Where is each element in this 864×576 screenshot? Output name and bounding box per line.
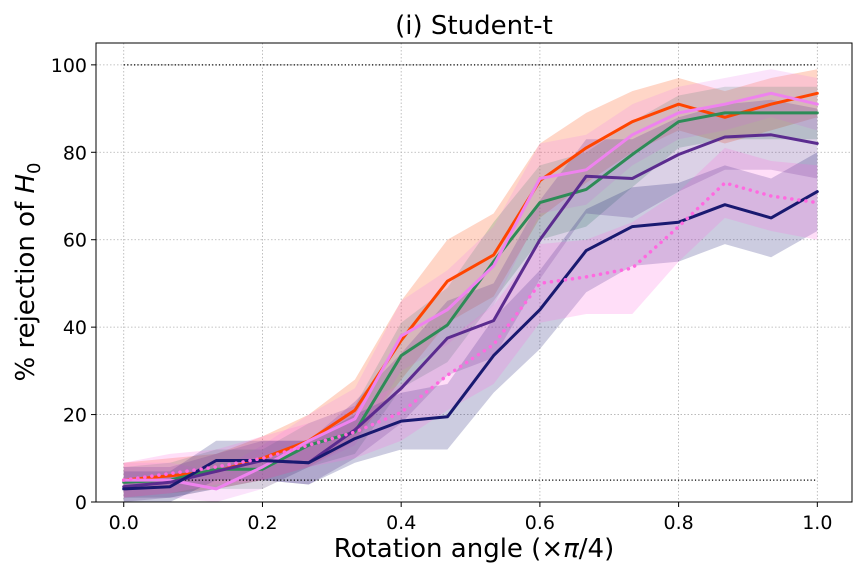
x-tick-label-0: 0.0: [109, 512, 139, 534]
chart-title: (i) Student-t: [395, 11, 553, 41]
series-0-band: [123, 69, 818, 498]
x-ticks: 0.0 0.2 0.4 0.6 0.8 1.0: [109, 502, 832, 534]
x-axis-label: Rotation angle (×π/4): [334, 534, 614, 564]
y-tick-label-2: 40: [63, 317, 87, 339]
x-tick-label-1: 0.2: [247, 512, 277, 534]
series-1-line: [122, 111, 819, 484]
series-5-line: [121, 181, 820, 482]
series-lines: [121, 91, 820, 491]
confidence-bands: [123, 69, 818, 503]
series-4-line: [122, 190, 819, 491]
series-2-line: [122, 91, 819, 491]
x-tick-label-2: 0.4: [386, 512, 416, 534]
y-axis-label: % rejection of H0: [11, 162, 45, 381]
y-tick-label-5: 100: [51, 55, 87, 77]
series-5-band: [123, 147, 818, 498]
x-tick-label-5: 1.0: [802, 512, 832, 534]
series-3-band: [123, 99, 818, 503]
y-tick-label-3: 60: [63, 230, 87, 252]
y-tick-label-1: 20: [63, 405, 87, 427]
y-tick-label-4: 80: [63, 142, 87, 164]
series-4-band: [123, 152, 818, 503]
y-ticks: 0 20 40 60 80 100: [51, 55, 96, 514]
series-3-line: [122, 133, 819, 489]
plot-frame: [95, 42, 853, 503]
series-2-band: [123, 69, 818, 502]
x-tick-label-4: 0.8: [663, 512, 693, 534]
x-tick-label-3: 0.6: [525, 512, 555, 534]
y-tick-label-0: 0: [75, 492, 87, 514]
